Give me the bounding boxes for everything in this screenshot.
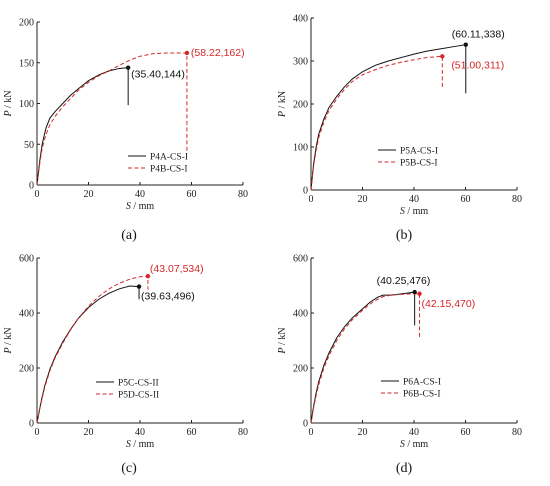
y-axis-label: P / kN — [3, 327, 14, 354]
x-tick-label: 0 — [35, 427, 40, 438]
legend-label: P5B-CS-I — [400, 159, 437, 169]
series-line — [36, 275, 149, 424]
panel-label: (a) — [121, 228, 137, 243]
peak-annotation: (60.11,338) — [452, 29, 505, 41]
y-axis-label: P / kN — [3, 90, 14, 117]
x-tick-label: 0 — [309, 194, 314, 205]
x-tick-label: 60 — [187, 427, 197, 438]
peak-annotation: (42.15,470) — [422, 298, 476, 310]
y-tick-label: 300 — [293, 57, 308, 68]
y-tick-label: 400 — [293, 14, 308, 25]
y-tick-label: 100 — [19, 99, 34, 110]
series-line — [310, 291, 416, 424]
legend-label: P4A-CS-I — [150, 153, 188, 163]
peak-annotation: (51.00,311) — [451, 59, 504, 71]
peak-point — [125, 65, 131, 70]
x-tick-label: 60 — [187, 189, 197, 200]
peak-point — [417, 291, 422, 296]
series-line — [310, 293, 421, 424]
x-tick-label: 20 — [358, 427, 368, 438]
legend-label: P4B-CS-I — [150, 165, 187, 175]
chart-panel: 0 20 40 60 80 0 100 200 300 400 S / mm P / kN (60.11… — [277, 14, 522, 244]
x-axis-label: S / mm — [126, 201, 155, 212]
peak-point — [412, 289, 417, 295]
x-tick-label: 20 — [84, 427, 94, 438]
legend-label: P6A-CS-I — [403, 378, 441, 388]
y-tick-label: 400 — [293, 309, 308, 320]
peak-point — [184, 50, 190, 56]
legend-label: P5A-CS-I — [400, 147, 438, 157]
y-tick-label: 400 — [19, 309, 34, 320]
peak-point — [136, 284, 142, 289]
peak-point — [145, 273, 151, 279]
series-line — [36, 67, 129, 186]
panel-label: (d) — [396, 461, 413, 476]
chart-panel: 0 20 40 60 80 0 200 400 600 S / mm P / kN (43.07,53… — [3, 254, 248, 477]
panel-label: (c) — [121, 461, 137, 476]
series-line — [36, 285, 140, 424]
y-axis-label: P / kN — [277, 91, 288, 118]
y-tick-label: 200 — [293, 100, 308, 111]
chart-panel: 0 20 40 60 80 0 200 400 600 S / mm P / kN (40.25,47… — [277, 254, 522, 477]
x-tick-label: 80 — [238, 189, 248, 200]
series-line — [310, 44, 467, 191]
y-tick-label: 100 — [293, 143, 308, 154]
series-line — [36, 52, 188, 186]
x-axis-label: S / mm — [400, 439, 429, 450]
peak-annotation: (40.25,476) — [377, 275, 431, 287]
x-tick-label: 20 — [358, 194, 368, 205]
series-line — [310, 55, 443, 191]
x-tick-label: 40 — [135, 427, 145, 438]
x-tick-label: 0 — [309, 427, 314, 438]
y-tick-label: 0 — [303, 186, 308, 197]
y-axis-label: P / kN — [277, 327, 288, 354]
y-tick-label: 600 — [293, 254, 308, 265]
y-tick-label: 150 — [19, 58, 34, 69]
x-tick-label: 40 — [135, 189, 145, 200]
peak-annotation: (58.22,162) — [191, 47, 245, 59]
chart-panel: 0 20 40 60 80 0 50 100 150 200 S / mm P / kN (35.40,… — [3, 18, 248, 244]
y-tick-label: 200 — [19, 364, 34, 375]
y-tick-label: 600 — [19, 254, 34, 265]
x-tick-label: 80 — [512, 194, 522, 205]
x-tick-label: 40 — [409, 427, 419, 438]
legend-label: P6B-CS-I — [403, 390, 440, 400]
x-tick-label: 60 — [461, 427, 471, 438]
x-tick-label: 80 — [238, 427, 248, 438]
x-tick-label: 80 — [512, 427, 522, 438]
y-tick-label: 0 — [303, 419, 308, 430]
y-tick-label: 0 — [29, 419, 34, 430]
peak-annotation: (35.40,144) — [131, 69, 185, 81]
x-tick-label: 0 — [35, 189, 40, 200]
legend-label: P5D-CS-II — [118, 391, 159, 401]
y-tick-label: 200 — [19, 18, 34, 29]
peak-annotation: (43.07,534) — [150, 263, 204, 275]
y-tick-label: 0 — [29, 181, 34, 192]
peak-point — [463, 42, 468, 47]
panel-label: (b) — [396, 228, 413, 243]
y-tick-label: 50 — [24, 140, 34, 151]
x-tick-label: 60 — [461, 194, 471, 205]
x-tick-label: 20 — [84, 189, 94, 200]
legend-label: P5C-CS-II — [118, 379, 159, 389]
x-axis-label: S / mm — [400, 206, 429, 217]
peak-point — [440, 54, 445, 59]
x-tick-label: 40 — [409, 194, 419, 205]
y-tick-label: 200 — [293, 364, 308, 375]
peak-annotation: (39.63,496) — [141, 291, 195, 303]
x-axis-label: S / mm — [126, 439, 155, 450]
